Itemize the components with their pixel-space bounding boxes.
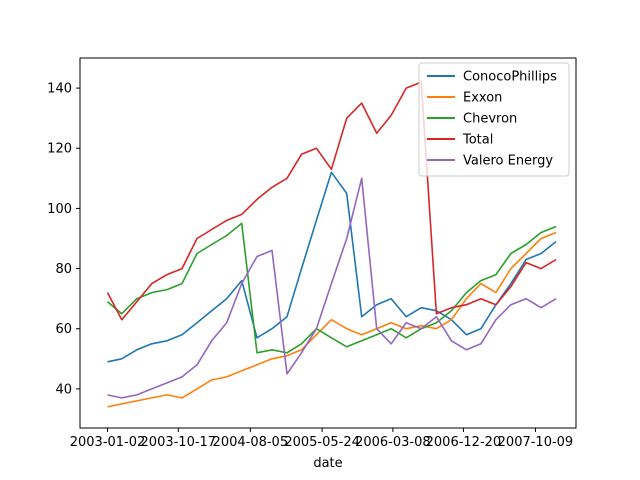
x-tick-label: 2004-08-05	[213, 435, 289, 450]
x-tick-label: 2005-05-24	[284, 435, 360, 450]
y-axis: 40 60 80 100 120 140	[47, 82, 80, 397]
legend: ConocoPhillips Exxon Chevron Total Valero En…	[418, 62, 570, 177]
y-tick-label: 80	[55, 262, 72, 277]
y-tick-label: 60	[55, 322, 72, 337]
x-tick-label: 2006-03-08	[355, 435, 431, 450]
x-axis-label: date	[313, 456, 342, 471]
legend-label: Valero Energy	[463, 154, 553, 169]
legend-label: Total	[462, 133, 493, 148]
legend-label: Exxon	[463, 91, 502, 106]
x-tick-label: 2003-10-17	[141, 435, 217, 450]
series-layer	[106, 81, 557, 408]
x-tick-label: 2006-12-20	[426, 435, 502, 450]
legend-label: ConocoPhillips	[463, 70, 557, 85]
y-tick-label: 40	[55, 382, 72, 397]
x-axis: 2003-01-022003-10-172004-08-052005-05-24…	[70, 428, 573, 450]
series-line-total	[106, 81, 557, 321]
y-tick-label: 120	[47, 142, 72, 157]
legend-box	[418, 62, 570, 177]
legend-label: Chevron	[463, 112, 517, 127]
y-tick-label: 140	[47, 82, 72, 97]
series-line-chevron	[106, 222, 557, 354]
y-tick-label: 100	[47, 202, 72, 217]
x-tick-label: 2003-01-02	[70, 435, 146, 450]
plot-frame	[79, 57, 577, 429]
x-tick-label: 2007-10-09	[498, 435, 574, 450]
series-line-conocophillips	[107, 171, 557, 363]
series-line-exxon	[107, 231, 557, 408]
series-line-valero-energy	[107, 177, 557, 399]
